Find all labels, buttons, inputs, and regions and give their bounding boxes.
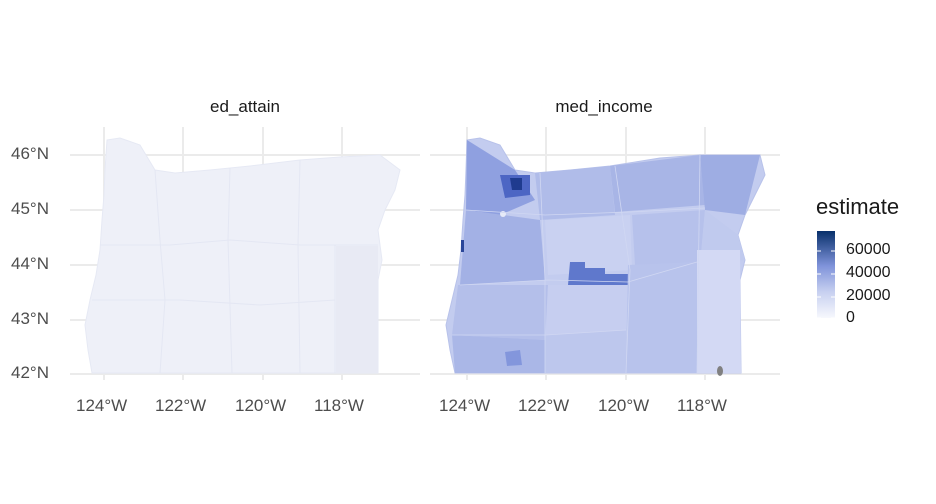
legend-title: estimate <box>816 194 900 219</box>
legend-label-60000: 60000 <box>846 241 891 258</box>
lon-tick-122-left: 122°W <box>155 396 207 415</box>
legend-label-20000: 20000 <box>846 287 891 304</box>
panel-med-income <box>430 127 780 380</box>
legend-label-0: 0 <box>846 309 855 326</box>
lat-tick-44: 44°N <box>11 254 49 273</box>
county-malheur-ed-attain <box>336 246 378 373</box>
lon-tick-124-right: 124°W <box>439 396 491 415</box>
lon-tick-120-right: 120°W <box>598 396 650 415</box>
panel-ed-attain <box>70 127 420 380</box>
lon-tick-124-left: 124°W <box>76 396 128 415</box>
lon-tick-118-left: 118°W <box>314 396 364 415</box>
county-lines-ed-attain <box>92 159 378 374</box>
lat-tick-43: 43°N <box>11 309 49 328</box>
county-lines-med-income <box>452 154 706 374</box>
counties-med-income <box>452 140 760 376</box>
lon-tick-118-right: 118°W <box>677 396 727 415</box>
legend-colorbar <box>817 231 835 319</box>
facet-title-ed-attain: ed_attain <box>210 97 280 116</box>
lat-tick-45: 45°N <box>11 199 49 218</box>
lat-tick-46: 46°N <box>11 144 49 163</box>
legend-label-40000: 40000 <box>846 264 891 281</box>
facet-title-med-income: med_income <box>555 97 653 116</box>
lon-tick-120-left: 120°W <box>235 396 287 415</box>
lon-tick-122-right: 122°W <box>518 396 570 415</box>
lat-tick-42: 42°N <box>11 363 49 382</box>
